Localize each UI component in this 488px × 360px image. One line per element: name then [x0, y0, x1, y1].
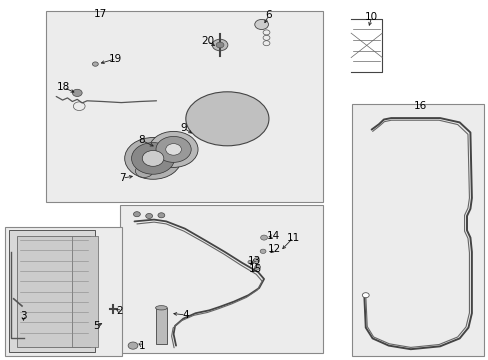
Circle shape [260, 249, 265, 253]
Text: 6: 6 [265, 10, 272, 20]
Circle shape [135, 165, 153, 177]
Bar [72, 236, 98, 347]
Text: 3: 3 [20, 311, 27, 321]
Text: 5: 5 [93, 321, 100, 331]
Text: 20: 20 [201, 36, 214, 46]
Circle shape [145, 213, 152, 219]
Text: 9: 9 [180, 123, 186, 133]
Text: 13: 13 [247, 256, 261, 266]
Circle shape [253, 258, 259, 262]
Circle shape [165, 144, 181, 155]
Circle shape [254, 265, 260, 269]
Text: 18: 18 [57, 82, 70, 93]
Circle shape [158, 213, 164, 218]
Bar [351, 104, 483, 356]
Circle shape [142, 150, 163, 166]
Text: 10: 10 [365, 12, 377, 22]
Bar [46, 11, 322, 202]
Circle shape [362, 293, 368, 298]
Circle shape [128, 342, 138, 349]
Circle shape [247, 260, 252, 264]
Text: 7: 7 [119, 173, 125, 183]
Circle shape [149, 131, 198, 167]
Text: 1: 1 [138, 341, 145, 351]
Text: 4: 4 [182, 310, 189, 320]
Circle shape [133, 212, 140, 217]
Circle shape [212, 39, 227, 51]
Text: 14: 14 [266, 231, 280, 241]
Text: 15: 15 [248, 264, 262, 274]
Circle shape [254, 19, 268, 30]
Circle shape [124, 138, 181, 179]
Circle shape [216, 42, 224, 48]
Circle shape [72, 89, 82, 96]
Text: 12: 12 [267, 244, 281, 255]
Bar [9, 230, 95, 352]
Bar [17, 236, 90, 347]
Bar [155, 308, 167, 344]
Circle shape [260, 235, 267, 240]
Text: 8: 8 [138, 135, 145, 145]
Text: 19: 19 [109, 54, 122, 64]
Circle shape [92, 62, 98, 66]
Text: 16: 16 [413, 101, 427, 111]
Text: 11: 11 [286, 233, 300, 243]
Bar [5, 227, 122, 356]
Circle shape [156, 136, 191, 162]
Ellipse shape [155, 306, 167, 310]
Ellipse shape [185, 92, 268, 146]
Bar [120, 205, 322, 353]
Text: 2: 2 [116, 306, 123, 316]
Circle shape [131, 143, 174, 174]
Text: 17: 17 [93, 9, 107, 19]
